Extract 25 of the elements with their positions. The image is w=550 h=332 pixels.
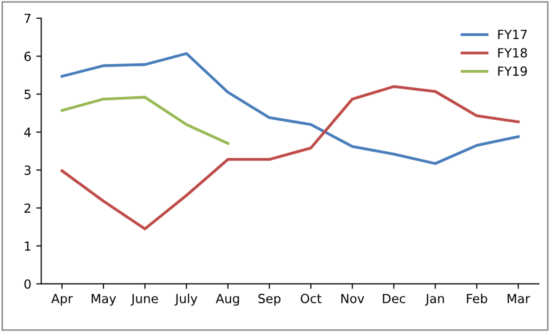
legend-label: FY17 [498, 30, 527, 40]
legend-label: FY19 [498, 66, 527, 76]
y-tick-label: 6 [24, 52, 31, 62]
x-tick-label: July [174, 294, 198, 306]
x-tick-label: Aug [216, 294, 239, 306]
x-tick-label: May [92, 294, 116, 306]
y-tick-label: 4 [24, 128, 31, 137]
x-tick-label: Jan [425, 294, 444, 306]
x-tick-label: Feb [466, 294, 488, 304]
y-tick-label: 0 [24, 279, 31, 289]
x-tick-label: Mar [508, 294, 530, 304]
y-tick-label: 7 [24, 14, 30, 24]
x-tick-label: June [130, 294, 158, 306]
y-tick-label: 1 [24, 242, 30, 251]
line-series [60, 96, 230, 145]
x-tick-label: Oct [300, 294, 322, 304]
y-tick-label: 2 [24, 203, 30, 213]
x-tick-label: Nov [341, 294, 364, 304]
line-series [60, 85, 520, 230]
legend-label: FY18 [498, 48, 527, 58]
y-tick-label: 5 [24, 90, 30, 100]
y-tick-label: 3 [24, 166, 31, 175]
x-tick-label: Dec [382, 294, 406, 304]
x-tick-label: Apr [51, 294, 73, 306]
x-tick-label: Sep [258, 294, 280, 306]
